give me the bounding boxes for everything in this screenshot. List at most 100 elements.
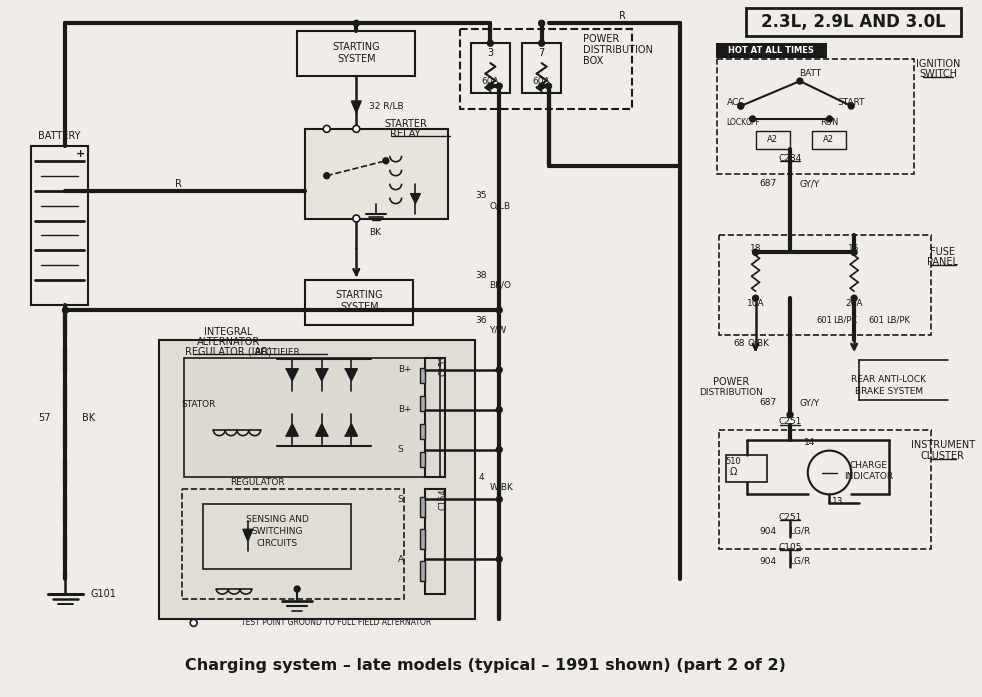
Circle shape bbox=[383, 158, 389, 164]
Circle shape bbox=[546, 83, 552, 89]
Text: BK: BK bbox=[369, 228, 381, 237]
Circle shape bbox=[749, 116, 755, 122]
Bar bbox=[460, 29, 632, 109]
Text: B+: B+ bbox=[398, 365, 411, 374]
Text: 35: 35 bbox=[475, 191, 487, 200]
Text: 687: 687 bbox=[760, 179, 777, 188]
Text: C105: C105 bbox=[779, 543, 801, 552]
Text: CLUSTER: CLUSTER bbox=[921, 450, 964, 461]
Text: Charging system – late models (typical – 1991 shown) (part 2 of 2): Charging system – late models (typical –… bbox=[185, 658, 786, 673]
Polygon shape bbox=[287, 369, 299, 381]
Text: REGULATOR: REGULATOR bbox=[231, 478, 285, 487]
Bar bbox=[425, 358, 445, 477]
Text: INTEGRAL: INTEGRAL bbox=[204, 327, 252, 337]
Text: 36: 36 bbox=[475, 316, 487, 325]
Circle shape bbox=[496, 496, 502, 503]
Polygon shape bbox=[410, 194, 420, 204]
Text: 904: 904 bbox=[760, 557, 777, 566]
Text: BATTERY: BATTERY bbox=[38, 131, 81, 141]
Text: 60A: 60A bbox=[533, 77, 551, 86]
Text: INSTRUMENT: INSTRUMENT bbox=[910, 440, 975, 450]
Bar bbox=[470, 43, 510, 93]
Text: BATT: BATT bbox=[798, 68, 821, 77]
Circle shape bbox=[323, 125, 330, 132]
Bar bbox=[420, 368, 425, 383]
Polygon shape bbox=[346, 369, 357, 381]
Text: BRAKE SYSTEM: BRAKE SYSTEM bbox=[854, 388, 923, 397]
Text: +: + bbox=[76, 148, 84, 159]
Text: REAR ANTI-LOCK: REAR ANTI-LOCK bbox=[851, 376, 926, 384]
Text: LOCK: LOCK bbox=[726, 118, 746, 128]
Bar bbox=[305, 280, 413, 325]
Text: 20A: 20A bbox=[846, 299, 863, 307]
Circle shape bbox=[324, 173, 330, 178]
Text: DISTRIBUTION: DISTRIBUTION bbox=[583, 45, 653, 55]
Circle shape bbox=[487, 83, 493, 89]
Text: BK: BK bbox=[82, 413, 95, 422]
Circle shape bbox=[63, 307, 69, 313]
Text: GY/Y: GY/Y bbox=[799, 398, 820, 407]
Text: C251: C251 bbox=[779, 513, 801, 522]
Text: 68: 68 bbox=[733, 339, 744, 348]
Bar bbox=[726, 454, 767, 482]
Text: 18: 18 bbox=[750, 244, 761, 253]
Text: STARTING: STARTING bbox=[333, 43, 380, 52]
Bar bbox=[717, 59, 914, 174]
Circle shape bbox=[354, 20, 359, 26]
Circle shape bbox=[851, 250, 857, 255]
Text: STARTER: STARTER bbox=[384, 119, 427, 129]
Text: POWER: POWER bbox=[713, 377, 749, 387]
Text: 4: 4 bbox=[478, 473, 484, 482]
Text: 32 R/LB: 32 R/LB bbox=[369, 102, 404, 110]
Text: W/BK: W/BK bbox=[489, 483, 514, 492]
Bar bbox=[719, 429, 931, 549]
Bar bbox=[203, 505, 352, 569]
Text: 3: 3 bbox=[487, 48, 493, 58]
Text: STATOR: STATOR bbox=[182, 400, 216, 409]
Text: S: S bbox=[398, 445, 404, 454]
Circle shape bbox=[496, 556, 502, 562]
Polygon shape bbox=[287, 424, 299, 436]
Bar bbox=[420, 396, 425, 411]
Text: 687: 687 bbox=[760, 398, 777, 407]
Polygon shape bbox=[352, 101, 361, 113]
Polygon shape bbox=[243, 529, 252, 542]
Bar bbox=[420, 498, 425, 517]
Text: SYSTEM: SYSTEM bbox=[337, 54, 375, 64]
Bar bbox=[305, 129, 448, 219]
Polygon shape bbox=[316, 424, 328, 436]
Text: O/BK: O/BK bbox=[747, 339, 770, 348]
Text: O/LB: O/LB bbox=[489, 201, 511, 210]
Text: START: START bbox=[838, 98, 865, 107]
Text: ALTERNATOR: ALTERNATOR bbox=[196, 337, 260, 347]
Text: C284: C284 bbox=[779, 154, 801, 163]
Circle shape bbox=[752, 296, 758, 301]
Bar bbox=[420, 561, 425, 581]
Circle shape bbox=[191, 620, 197, 627]
Text: REGULATOR (IAR): REGULATOR (IAR) bbox=[185, 347, 271, 357]
Text: BK/O: BK/O bbox=[489, 281, 512, 290]
Text: IGNITION: IGNITION bbox=[916, 59, 960, 69]
Text: LG/R: LG/R bbox=[790, 527, 810, 536]
Circle shape bbox=[797, 78, 803, 84]
Circle shape bbox=[496, 407, 502, 413]
Bar bbox=[521, 43, 562, 93]
Circle shape bbox=[752, 250, 758, 255]
Circle shape bbox=[496, 447, 502, 452]
Circle shape bbox=[496, 307, 502, 313]
Circle shape bbox=[788, 412, 793, 418]
Bar bbox=[745, 8, 960, 36]
Text: C153: C153 bbox=[439, 354, 448, 376]
Text: R: R bbox=[176, 178, 183, 189]
Text: R: R bbox=[619, 11, 626, 22]
Bar bbox=[31, 146, 88, 305]
Text: GY/Y: GY/Y bbox=[799, 179, 820, 188]
Text: POWER: POWER bbox=[583, 34, 620, 44]
Text: 904: 904 bbox=[760, 527, 777, 536]
Circle shape bbox=[737, 103, 743, 109]
Text: 60A: 60A bbox=[481, 77, 499, 86]
Text: ACC: ACC bbox=[727, 98, 745, 107]
Circle shape bbox=[539, 40, 545, 46]
Bar bbox=[719, 236, 931, 335]
Bar bbox=[159, 340, 474, 619]
